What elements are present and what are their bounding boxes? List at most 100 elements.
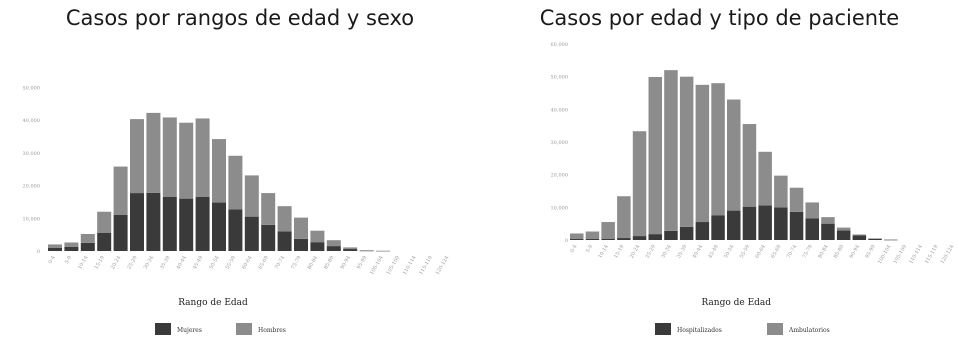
x-tick-label: 60-64: [241, 255, 253, 270]
bar-bottom-segment: [64, 246, 79, 251]
bar-bottom-segment: [146, 192, 161, 251]
bar-top-segment: [130, 119, 144, 194]
x-tick-label: 45-49: [707, 244, 719, 259]
chart-title: Casos por edad y tipo de paciente: [539, 6, 900, 30]
y-tick-label: 20,000: [23, 184, 41, 190]
x-tick-label: 35-39: [676, 244, 688, 259]
bar-bottom-segment: [179, 198, 194, 251]
bar-top-segment: [179, 122, 194, 199]
x-tick-label: 90-94: [849, 244, 861, 259]
bar-top-segment: [852, 234, 867, 236]
x-tick-label: 85-89: [833, 244, 845, 259]
x-tick-label: 110-114: [402, 255, 418, 276]
bar-bottom-segment: [359, 250, 374, 252]
bar-bottom-segment: [821, 223, 835, 240]
bar-top-segment: [679, 76, 694, 227]
x-tick-label: 20-24: [629, 244, 641, 259]
x-tick-label: 120-124: [435, 255, 451, 276]
x-tick-label: 5-9: [64, 255, 73, 265]
bar-bottom-segment: [727, 210, 741, 240]
bar-top-segment: [789, 187, 804, 212]
bar-top-segment: [742, 124, 757, 207]
bar-bottom-segment: [664, 230, 678, 240]
legend-label: Hombres: [258, 327, 286, 334]
bar-bottom-segment: [695, 222, 710, 240]
bar-top-segment: [113, 166, 128, 215]
x-tick-label: 35-39: [159, 255, 171, 270]
bar-bottom-segment: [742, 206, 757, 240]
bar-bottom-segment: [758, 205, 772, 240]
x-tick-label: 10-14: [597, 244, 609, 259]
x-tick-label: 65-69: [258, 255, 270, 270]
y-tick-label: 50,000: [551, 75, 569, 81]
bar-bottom-segment: [244, 216, 259, 251]
x-axis-label: Rango de Edad: [178, 298, 248, 308]
bar-bottom-segment: [617, 238, 631, 240]
bar-top-segment: [277, 206, 292, 232]
bar-bottom-segment: [679, 226, 694, 240]
x-tick-label: 25-29: [126, 255, 138, 270]
x-tick-label: 70-74: [274, 255, 286, 270]
bar-bottom-segment: [277, 231, 292, 251]
bar-bottom-segment: [836, 230, 851, 240]
bar-top-segment: [326, 240, 341, 247]
bar-bottom-segment: [585, 239, 600, 240]
bar-top-segment: [727, 99, 741, 211]
x-tick-label: 20-24: [110, 255, 122, 270]
x-tick-label: 105-109: [893, 244, 909, 265]
bar-top-segment: [648, 76, 662, 235]
x-tick-label: 110-114: [908, 244, 924, 265]
x-tick-label: 85-89: [323, 255, 335, 270]
x-tick-label: 70-74: [786, 244, 798, 259]
bar-top-segment: [821, 217, 835, 224]
bar-bottom-segment: [789, 211, 804, 240]
x-tick-label: 65-69: [770, 244, 782, 259]
x-tick-label: 50-54: [208, 255, 220, 270]
bar-bottom-segment: [570, 239, 584, 240]
y-tick-label: 40,000: [551, 107, 569, 113]
y-tick-label: 0: [565, 238, 568, 244]
x-tick-label: 115-119: [924, 244, 940, 265]
y-tick-label: 30,000: [551, 140, 569, 146]
bar-top-segment: [244, 175, 259, 217]
bar-top-segment: [228, 155, 243, 210]
y-tick-label: 30,000: [23, 151, 41, 157]
x-tick-label: 15-19: [94, 255, 106, 270]
bar-bottom-segment: [601, 238, 615, 240]
x-tick-label: 15-19: [613, 244, 625, 259]
bar-bottom-segment: [805, 218, 819, 240]
bar-bottom-segment: [632, 236, 647, 240]
bar-top-segment: [343, 247, 358, 250]
x-tick-label: 40-44: [176, 255, 188, 270]
bar-top-segment: [376, 250, 390, 252]
x-tick-label: 40-44: [692, 244, 704, 259]
bar-top-segment: [695, 84, 710, 223]
bar-top-segment: [80, 233, 95, 243]
legend-label: Mujeres: [177, 327, 202, 334]
bar-top-segment: [146, 112, 161, 193]
legend-swatch: [655, 323, 671, 335]
x-tick-label: 115-119: [418, 255, 434, 276]
x-tick-label: 25-29: [645, 244, 657, 259]
bar-top-segment: [836, 227, 851, 231]
bar-bottom-segment: [130, 193, 144, 251]
x-tick-label: 80-84: [307, 255, 319, 270]
x-tick-label: 80-84: [817, 244, 829, 259]
x-tick-label: 95-99: [864, 244, 876, 259]
bar-chart-age-patient-type: 0 10,000 20,000 30,000 40,000 50,000 60,000 0-4…: [551, 42, 955, 335]
bar-top-segment: [97, 211, 112, 233]
bar-top-segment: [585, 231, 600, 240]
bar-bottom-segment: [294, 238, 308, 251]
bar-bottom-segment: [80, 242, 95, 251]
bar-top-segment: [868, 238, 882, 239]
x-tick-label: 55-59: [739, 244, 751, 259]
x-tick-label: 0-4: [48, 255, 57, 265]
bar-bottom-segment: [212, 202, 226, 251]
y-tick-label: 10,000: [551, 205, 569, 211]
bar-top-segment: [162, 117, 177, 197]
bar-top-segment: [774, 175, 788, 208]
bar-top-segment: [664, 70, 678, 231]
bar-bottom-segment: [113, 215, 128, 251]
bar-bottom-segment: [310, 242, 325, 251]
bar-bottom-segment: [162, 197, 177, 251]
